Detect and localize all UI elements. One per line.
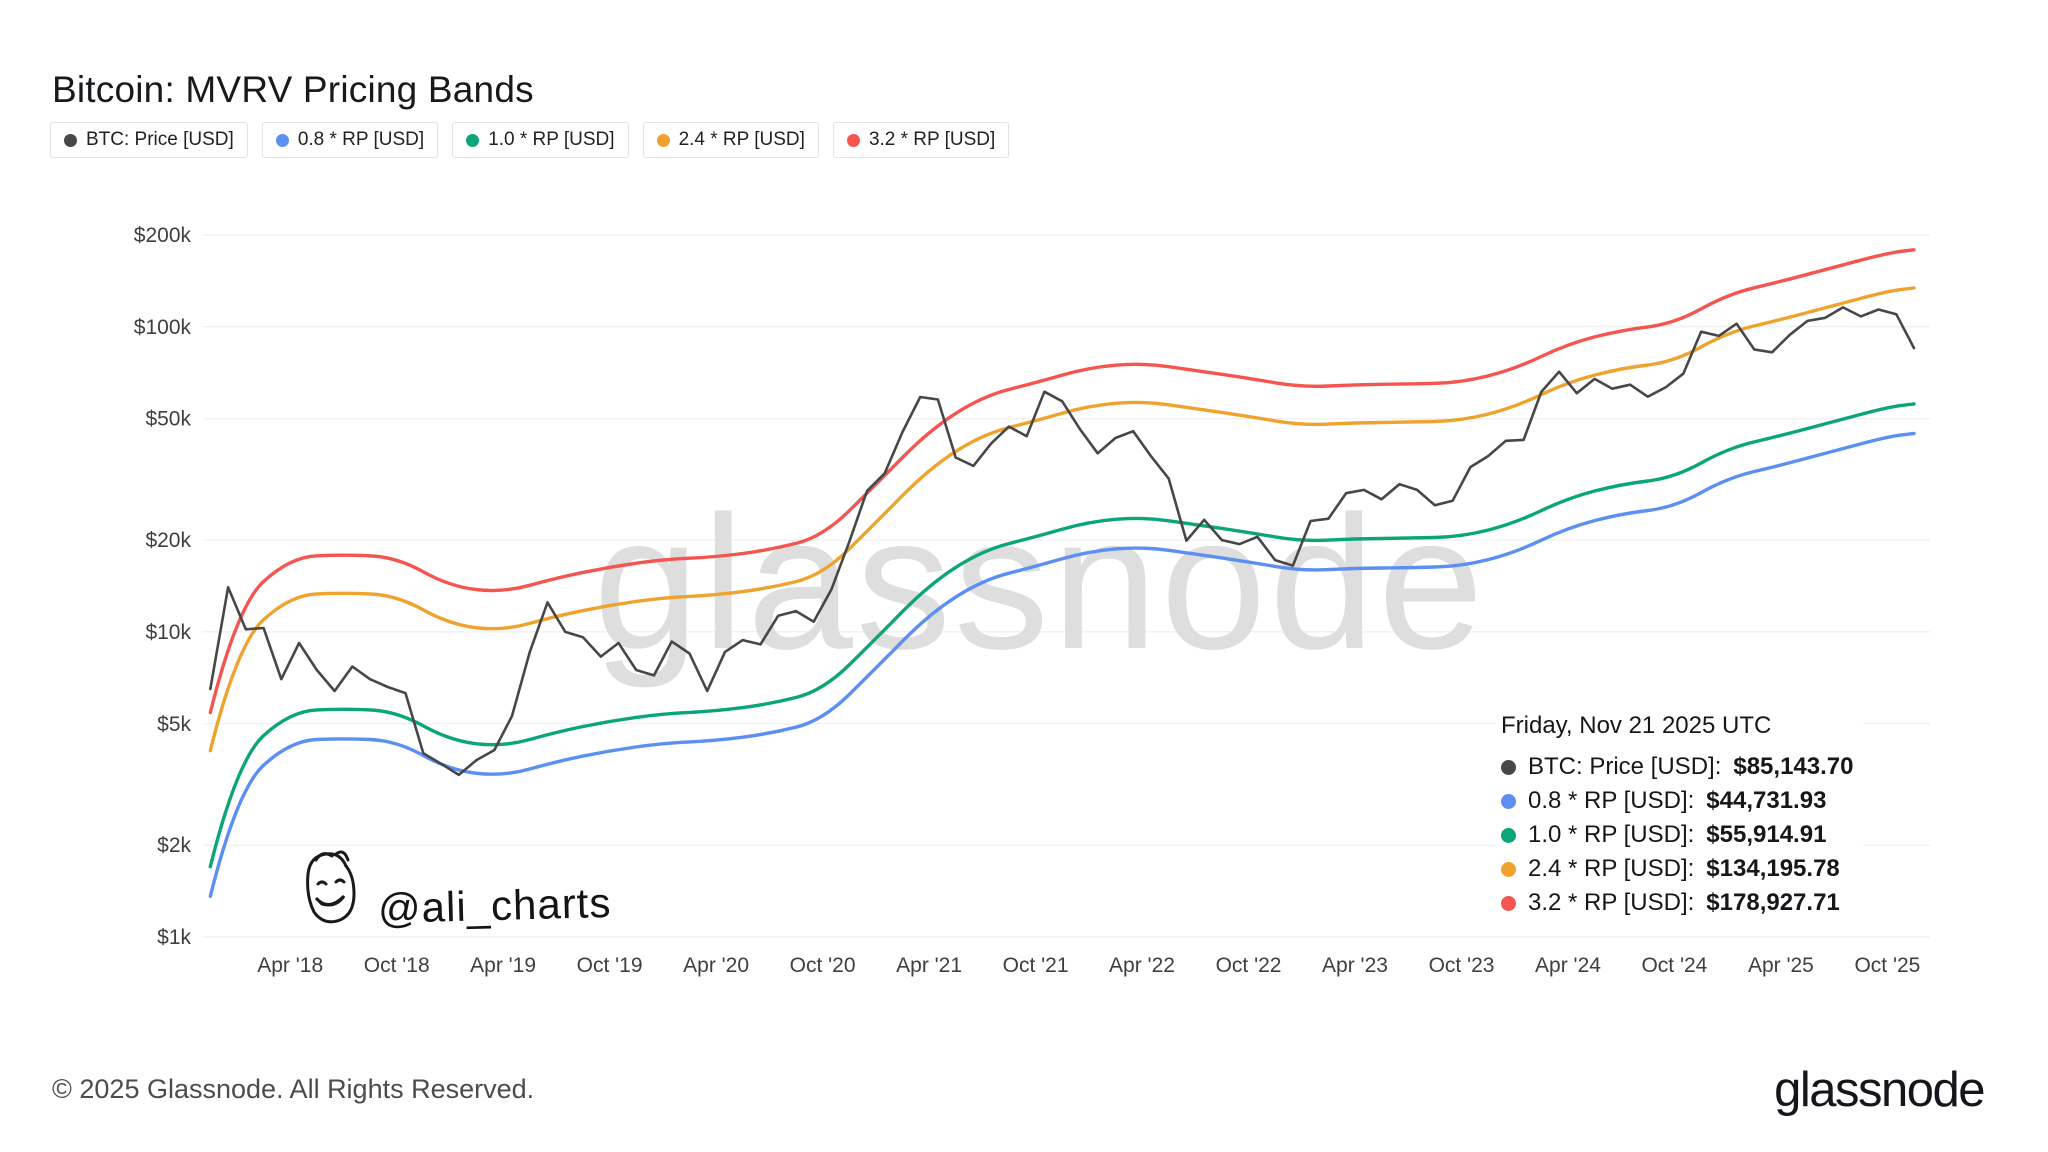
x-axis-label: Oct '18	[364, 954, 430, 977]
series-color-dot	[1501, 827, 1516, 843]
tooltip-value: $85,143.70	[1733, 753, 1854, 780]
series-line-3-2-rp-usd-[interactable]	[208, 248, 1916, 715]
tooltip-row-1: 0.8 * RP [USD]: $44,731.93	[1501, 784, 1853, 818]
series-color-dot	[1501, 793, 1516, 809]
x-axis-label: Apr '25	[1748, 954, 1814, 977]
x-axis-label: Apr '20	[683, 954, 749, 977]
tooltip-label: 1.0 * RP [USD]:	[1528, 821, 1695, 848]
legend-dot	[64, 133, 77, 147]
series-color-dot	[1501, 895, 1516, 911]
mvrv-chart[interactable]: $200k $100k $50k $20k $10k $5k $2k $1k Apr '18 Oc…	[0, 150, 2048, 1010]
legend-label: 1.0 * RP [USD]	[488, 129, 615, 150]
legend-dot	[275, 133, 289, 147]
y-axis-label: $50k	[145, 408, 191, 431]
legend-dot	[846, 133, 860, 147]
tooltip-rows: BTC: Price [USD]: $85,143.70 0.8 * RP [USD…	[1501, 750, 1853, 920]
chart-tooltip: Friday, Nov 21 2025 UTC BTC: Price [USD]…	[1495, 708, 1864, 926]
legend-label: 0.8 * RP [USD]	[297, 129, 425, 150]
legend-item-1[interactable]: 0.8 * RP [USD]	[261, 122, 439, 158]
tooltip-row-4: 3.2 * RP [USD]: $178,927.71	[1501, 886, 1853, 920]
y-axis-label: $200k	[134, 224, 192, 247]
legend-label: BTC: Price [USD]	[86, 129, 234, 150]
x-axis-label: Apr '19	[470, 954, 536, 977]
ali-charts-doodle-icon	[306, 850, 356, 924]
legend-label: 3.2 * RP [USD]	[868, 129, 996, 150]
author-handle: @ali_charts	[377, 878, 612, 933]
x-axis-label: Oct '21	[1003, 954, 1069, 977]
tooltip-value: $134,195.78	[1706, 855, 1840, 882]
x-axis-label: Oct '20	[790, 954, 856, 977]
tooltip-label: 0.8 * RP [USD]:	[1528, 787, 1695, 814]
legend-item-3[interactable]: 2.4 * RP [USD]	[642, 122, 819, 158]
legend: BTC: Price [USD] 0.8 * RP [USD] 1.0 * RP […	[50, 122, 1010, 158]
series-line-2-4-rp-usd-[interactable]	[208, 286, 1916, 753]
x-axis-label: Oct '19	[577, 954, 643, 977]
tooltip-value: $44,731.93	[1706, 787, 1827, 814]
y-axis-label: $100k	[134, 316, 192, 339]
tooltip-row-0: BTC: Price [USD]: $85,143.70	[1501, 750, 1853, 784]
footer-copyright: © 2025 Glassnode. All Rights Reserved.	[52, 1074, 535, 1104]
x-axis-label: Oct '24	[1641, 954, 1707, 977]
series-line-0-8-rp-usd-[interactable]	[208, 431, 1916, 898]
y-axis-label: $5k	[157, 713, 191, 736]
glassnode-logo: glassnode	[1774, 1063, 1985, 1117]
series-color-dot	[1501, 861, 1516, 877]
tooltip-label: 3.2 * RP [USD]:	[1528, 889, 1695, 916]
series-line-1-0-rp-usd-[interactable]	[208, 402, 1916, 869]
legend-dot	[466, 133, 480, 147]
x-axis-label: Apr '21	[896, 954, 962, 977]
y-axis-label: $1k	[157, 926, 191, 949]
x-axis-label: Oct '25	[1854, 954, 1920, 977]
x-axis-label: Apr '24	[1535, 954, 1601, 977]
tooltip-value: $178,927.71	[1706, 889, 1840, 916]
y-axis-label: $20k	[145, 529, 191, 552]
legend-item-2[interactable]: 1.0 * RP [USD]	[452, 122, 629, 158]
glassnode-watermark: glassnode	[593, 477, 1486, 689]
x-axis-label: Oct '22	[1216, 954, 1282, 977]
legend-dot	[656, 133, 670, 147]
x-axis-label: Apr '18	[257, 954, 323, 977]
tooltip-row-2: 1.0 * RP [USD]: $55,914.91	[1501, 818, 1853, 852]
legend-item-0[interactable]: BTC: Price [USD]	[50, 122, 248, 158]
tooltip-label: BTC: Price [USD]:	[1528, 753, 1722, 780]
x-axis-label: Apr '23	[1322, 954, 1388, 977]
series-color-dot	[1501, 759, 1516, 775]
x-axis-label: Apr '22	[1109, 954, 1175, 977]
x-axis-label: Oct '23	[1429, 954, 1495, 977]
author-annotation: @ali_charts	[296, 848, 612, 933]
tooltip-label: 2.4 * RP [USD]:	[1528, 855, 1695, 882]
series-line-btc-price-usd-[interactable]	[209, 306, 1916, 777]
tooltip-row-3: 2.4 * RP [USD]: $134,195.78	[1501, 852, 1853, 886]
tooltip-date: Friday, Nov 21 2025 UTC	[1501, 712, 1772, 739]
y-axis-label: $10k	[145, 621, 191, 644]
page-title: Bitcoin: MVRV Pricing Bands	[52, 68, 534, 110]
legend-label: 2.4 * RP [USD]	[678, 129, 805, 150]
legend-item-4[interactable]: 3.2 * RP [USD]	[832, 122, 1010, 158]
y-axis-label: $2k	[157, 834, 191, 857]
tooltip-value: $55,914.91	[1706, 821, 1827, 848]
